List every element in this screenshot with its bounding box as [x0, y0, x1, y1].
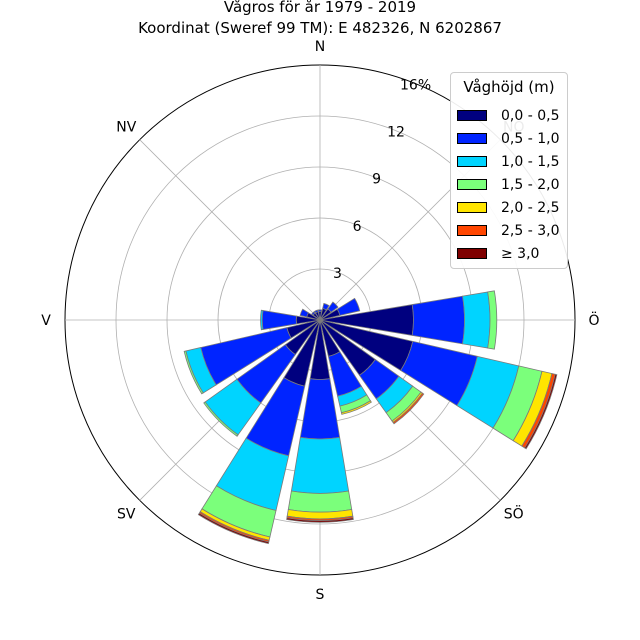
- legend-label: 2,0 - 2,5: [501, 200, 560, 216]
- rose-segment: [203, 401, 239, 437]
- rose-segment: [524, 373, 558, 450]
- legend-swatch: [457, 179, 487, 190]
- radial-tick-label: 12: [387, 125, 405, 141]
- rose-segment: [311, 311, 316, 316]
- rose-segment: [340, 400, 372, 415]
- legend-item: ≥ 3,0: [457, 245, 567, 263]
- rose-segment: [260, 309, 264, 331]
- legend-label: 0,5 - 1,0: [501, 131, 560, 147]
- rose-segment: [462, 291, 491, 349]
- chart-subtitle: Koordinat (Sweref 99 TM): E 482326, N 62…: [138, 19, 502, 37]
- rose-segment: [392, 392, 425, 425]
- rose-segment: [290, 436, 350, 494]
- legend-item: 0,0 - 0,5: [457, 107, 567, 125]
- rose-segment: [336, 297, 361, 316]
- legend-item: 0,5 - 1,0: [457, 130, 567, 148]
- legend-swatch: [457, 133, 487, 144]
- rose-segment: [487, 290, 498, 350]
- radial-tick-label: 9: [372, 172, 381, 188]
- direction-label: S: [316, 587, 325, 603]
- legend-item: 1,0 - 1,5: [457, 153, 567, 171]
- radial-tick-label: 6: [353, 219, 362, 235]
- radial-tick-label: 16%: [400, 77, 431, 93]
- legend-swatch: [457, 156, 487, 167]
- direction-label: SÖ: [504, 505, 524, 523]
- radial-tick-label: 3: [333, 266, 342, 282]
- legend-swatch: [457, 248, 487, 259]
- direction-label: V: [41, 313, 51, 329]
- chart-title: Vågros för år 1979 - 2019: [223, 0, 417, 16]
- legend-label: ≥ 3,0: [501, 246, 540, 262]
- legend-swatch: [457, 202, 487, 213]
- direction-label: Ö: [588, 311, 599, 329]
- rose-segment: [327, 301, 339, 313]
- rose-segment: [286, 517, 354, 523]
- legend-label: 1,0 - 1,5: [501, 154, 560, 170]
- legend-label: 2,5 - 3,0: [501, 223, 560, 239]
- legend: Våghöjd (m) 0,0 - 0,5 0,5 - 1,0 1,0 - 1,…: [450, 72, 568, 269]
- rose-segment: [314, 309, 319, 314]
- direction-label: SV: [117, 507, 136, 523]
- rose-segment: [299, 308, 310, 318]
- direction-label: NV: [116, 119, 136, 135]
- legend-swatch: [457, 225, 487, 236]
- rose-segment: [317, 309, 323, 313]
- rose-segment: [197, 512, 270, 545]
- legend-item: 2,0 - 2,5: [457, 199, 567, 217]
- direction-label: N: [315, 39, 325, 55]
- rose-segment: [322, 302, 330, 311]
- legend-label: 0,0 - 0,5: [501, 108, 560, 124]
- legend-item: 2,5 - 3,0: [457, 222, 567, 240]
- legend-swatch: [457, 110, 487, 121]
- legend-item: 1,5 - 2,0: [457, 176, 567, 194]
- legend-title: Våghöjd (m): [463, 78, 555, 96]
- rose-segment: [411, 295, 465, 345]
- grid-spoke: [139, 139, 321, 321]
- legend-label: 1,5 - 2,0: [501, 177, 560, 193]
- rose-segment: [287, 490, 353, 513]
- rose-segment: [183, 350, 204, 395]
- rose-segment: [299, 378, 341, 440]
